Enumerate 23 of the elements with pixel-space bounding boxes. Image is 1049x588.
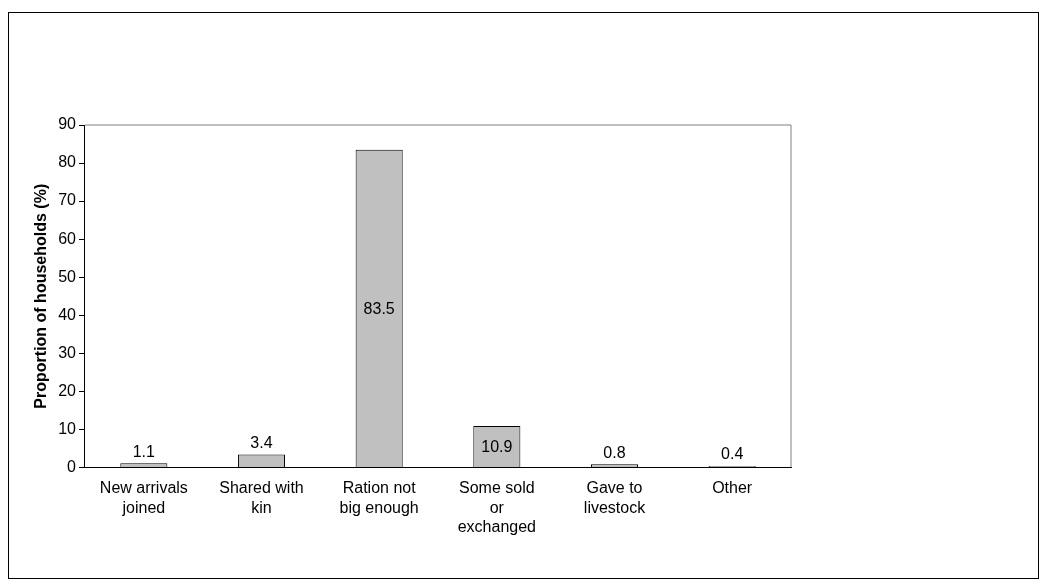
y-axis-title: Proportion of households (%) <box>32 183 50 409</box>
x-tick-label: Ration not big enough <box>339 479 419 516</box>
y-tick-label: 50 <box>58 267 77 285</box>
y-tick-label: 90 <box>58 115 77 133</box>
y-tick-label: 20 <box>58 381 77 399</box>
y-tick-label: 0 <box>67 457 77 475</box>
data-label: 3.4 <box>250 433 273 451</box>
data-label: 10.9 <box>481 437 513 455</box>
y-tick-label: 80 <box>58 153 77 171</box>
y-tick-label: 60 <box>58 229 77 247</box>
y-tick-label: 10 <box>58 419 77 437</box>
data-label: 83.5 <box>363 299 395 317</box>
data-label: 1.1 <box>132 442 156 460</box>
data-label: 0.4 <box>721 445 744 463</box>
y-tick-label: 30 <box>58 343 77 361</box>
data-label: 0.8 <box>603 443 626 461</box>
x-tick-label: New arrivals joined <box>99 479 188 516</box>
y-tick-label: 40 <box>58 305 77 323</box>
x-tick-label: Gave to livestock <box>583 479 647 516</box>
x-tick-label: Shared with kin <box>219 479 304 516</box>
x-tick-label: Some sold or exchanged <box>457 479 536 535</box>
y-tick-label: 70 <box>58 191 77 209</box>
x-tick-label: Other <box>712 479 753 497</box>
